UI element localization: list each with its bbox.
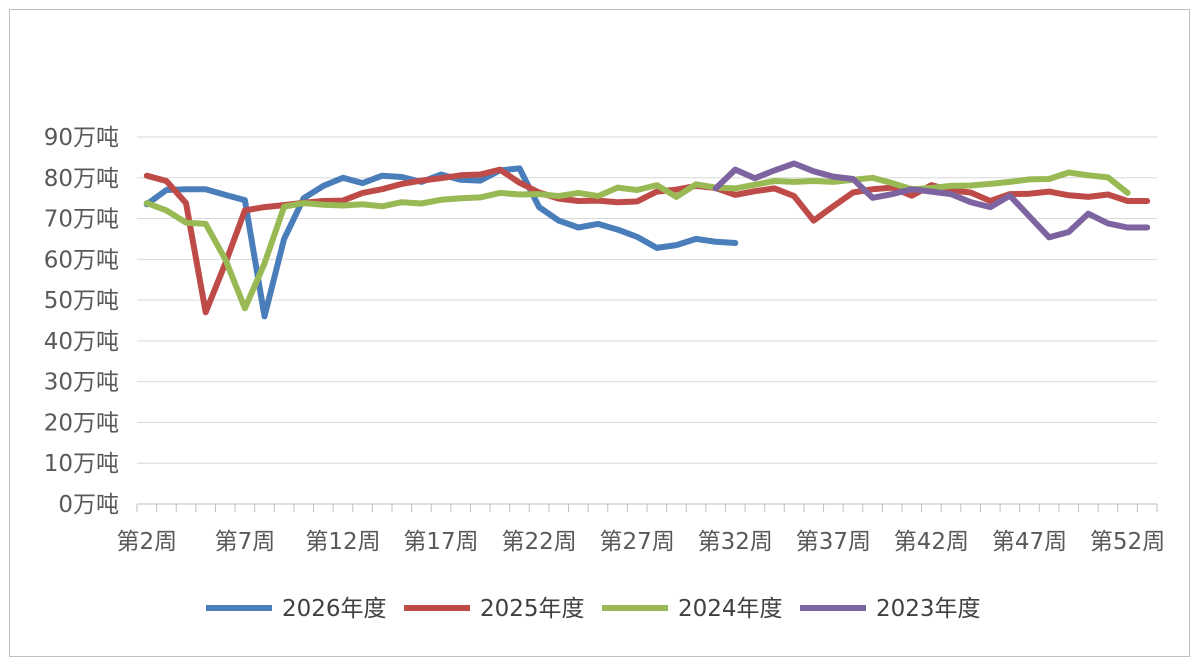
x-tick-label: 第52周 — [1090, 529, 1165, 555]
x-tick-label: 第2周 — [116, 529, 177, 555]
series-line-2026年度 — [143, 165, 739, 320]
y-tick-label: 50万吨 — [44, 288, 119, 314]
y-tick-label: 70万吨 — [44, 207, 119, 233]
axes — [136, 503, 1158, 512]
x-tick-label: 第12周 — [305, 529, 380, 555]
legend-label: 2023年度 — [876, 596, 981, 622]
y-tick-label: 20万吨 — [44, 410, 119, 436]
y-tick-label: 30万吨 — [44, 370, 119, 396]
x-tick-label: 第37周 — [796, 529, 871, 555]
y-tick-label: 60万吨 — [44, 247, 119, 273]
y-tick-label: 0万吨 — [58, 492, 119, 518]
series-lines — [143, 160, 1151, 320]
legend: 2026年度 2025年度 2024年度 2023年度 — [206, 596, 981, 622]
y-tick-label: 80万吨 — [44, 166, 119, 192]
chart-frame — [9, 9, 1190, 657]
series-line-2023年度 — [712, 160, 1151, 241]
gridlines — [137, 136, 1157, 464]
x-tick-label: 第47周 — [992, 529, 1067, 555]
x-axis-tick-labels: 第2周 第7周 第12周 第17周 第22周 第27周 第32周 第37周 第42周 第47周 第5… — [116, 529, 1165, 555]
legend-label: 2026年度 — [282, 596, 387, 622]
x-tick-label: 第7周 — [215, 529, 276, 555]
legend-label: 2024年度 — [678, 596, 783, 622]
y-axis-tick-labels: 0万吨 10万吨 20万吨 30万吨 40万吨 50万吨 60万吨 70万吨 80万吨 90万吨 — [44, 125, 119, 518]
x-tick-label: 第17周 — [403, 529, 478, 555]
y-tick-label: 10万吨 — [44, 451, 119, 477]
x-tick-label: 第22周 — [501, 529, 576, 555]
y-tick-label: 40万吨 — [44, 329, 119, 355]
y-tick-label: 90万吨 — [44, 125, 119, 151]
x-tick-label: 第42周 — [894, 529, 969, 555]
legend-label: 2025年度 — [480, 596, 585, 622]
x-tick-label: 第27周 — [600, 529, 675, 555]
x-tick-label: 第32周 — [698, 529, 773, 555]
series-line-2024年度 — [143, 169, 1131, 312]
